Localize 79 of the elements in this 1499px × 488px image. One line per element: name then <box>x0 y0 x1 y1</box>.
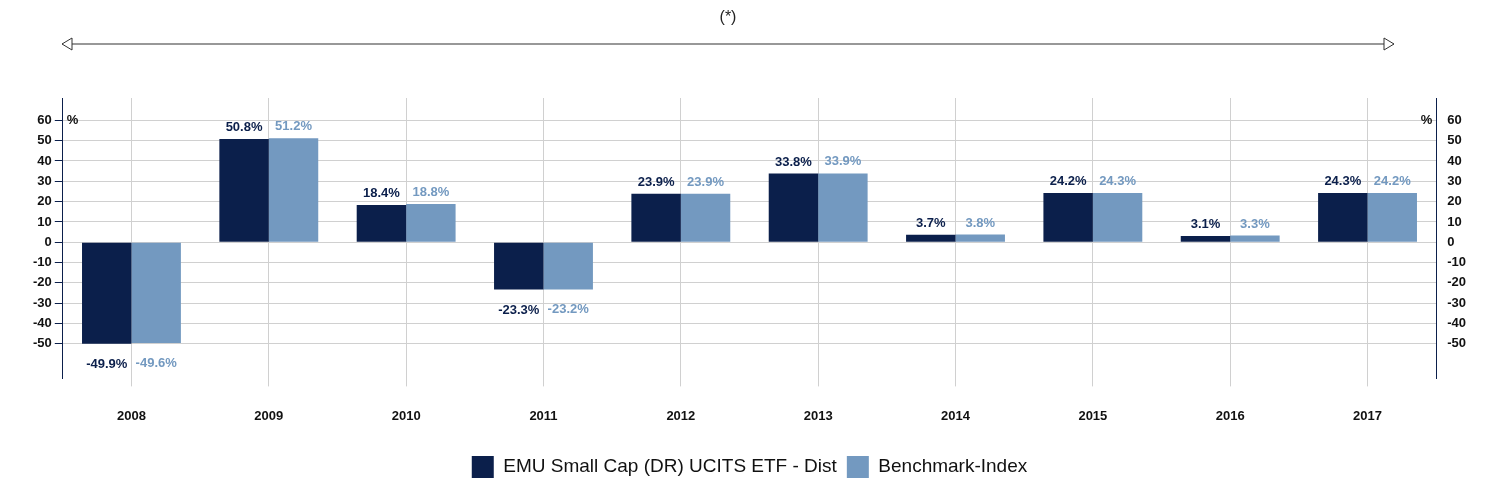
legend-label: Benchmark-Index <box>878 455 1028 477</box>
bar <box>768 173 819 242</box>
y2-tick-label: 50 <box>1447 132 1462 148</box>
bar <box>631 193 681 242</box>
bar <box>1318 192 1368 242</box>
bar <box>268 138 319 242</box>
data-label: 24.3% <box>1099 172 1137 188</box>
y-tick-label: 30 <box>37 172 52 188</box>
data-label: 33.8% <box>775 153 813 169</box>
data-label: 51.2% <box>275 118 313 134</box>
y2-tick-label: 40 <box>1447 152 1462 168</box>
y-tick-label: 60 <box>37 111 52 127</box>
x-tick-label: 2017 <box>1353 407 1382 423</box>
y-tick-label: -40 <box>32 315 52 331</box>
x-tick-label: 2008 <box>117 407 146 423</box>
bar <box>219 139 269 242</box>
y2-tick-label: 0 <box>1447 233 1455 249</box>
y2-tick-label: -30 <box>1447 294 1467 310</box>
y-tick-label: 0 <box>44 233 52 249</box>
bar <box>1043 193 1093 242</box>
bar <box>955 234 1005 242</box>
legend-label: EMU Small Cap (DR) UCITS ETF - Dist <box>503 455 838 477</box>
x-tick-label: 2009 <box>254 407 284 423</box>
y-tick-label: 50 <box>37 132 52 148</box>
data-label: 3.1% <box>1190 216 1221 232</box>
data-label: 3.3% <box>1240 215 1271 231</box>
x-tick-label: 2013 <box>803 407 833 423</box>
bar <box>1230 235 1280 242</box>
x-tick-label: 2016 <box>1215 407 1245 423</box>
data-label: 33.9% <box>824 153 862 169</box>
y2-tick-label: -10 <box>1447 254 1467 270</box>
y2-tick-label: -50 <box>1447 335 1467 351</box>
x-tick-label: 2014 <box>941 407 971 423</box>
y2-tick-label: 30 <box>1447 172 1462 188</box>
x-tick-label: 2011 <box>529 407 558 423</box>
y2-tick-label: -20 <box>1447 274 1467 290</box>
data-label: -49.9% <box>86 355 128 371</box>
y2-tick-label: 60 <box>1447 111 1462 127</box>
y-axis-title: % <box>66 111 79 127</box>
y-tick-label: -50 <box>32 335 52 351</box>
data-label: 23.9% <box>637 173 675 189</box>
data-label: 24.2% <box>1049 173 1087 189</box>
y2-tick-label: -40 <box>1447 315 1467 331</box>
y-tick-label: -20 <box>32 274 52 290</box>
data-label: 24.3% <box>1324 172 1362 188</box>
bar <box>906 234 956 242</box>
x-tick-label: 2010 <box>391 407 421 423</box>
data-label: 18.8% <box>412 184 450 200</box>
y-tick-label: -30 <box>32 294 52 310</box>
x-tick-label: 2012 <box>666 407 696 423</box>
data-label: 18.4% <box>362 184 401 200</box>
bar <box>818 173 868 242</box>
data-label: 24.2% <box>1373 173 1412 189</box>
data-label: -49.6% <box>135 355 178 371</box>
data-label: 50.8% <box>225 119 263 135</box>
bar <box>356 204 407 242</box>
bar <box>494 242 544 290</box>
data-label: 3.8% <box>965 214 996 230</box>
y2-tick-label: 10 <box>1447 213 1462 229</box>
y-tick-label: -10 <box>32 254 52 270</box>
bar <box>1367 193 1417 242</box>
y-tick-label: 20 <box>37 193 52 209</box>
data-label: -23.3% <box>498 301 540 317</box>
bar <box>1180 235 1231 242</box>
text: (*) <box>718 8 738 26</box>
y2-axis-title: % <box>1420 111 1433 127</box>
y-tick-label: 40 <box>37 152 52 168</box>
y-tick-label: 10 <box>37 213 52 229</box>
bar <box>131 242 181 344</box>
data-label: -23.2% <box>547 301 590 317</box>
y2-tick-label: 20 <box>1447 193 1462 209</box>
bar <box>680 193 731 242</box>
bar <box>82 242 132 344</box>
data-label: 23.9% <box>687 173 725 189</box>
x-tick-label: 2015 <box>1078 407 1108 423</box>
bar <box>543 242 593 290</box>
bar <box>406 204 456 242</box>
bar <box>1092 192 1143 242</box>
data-label: 3.7% <box>915 214 947 230</box>
